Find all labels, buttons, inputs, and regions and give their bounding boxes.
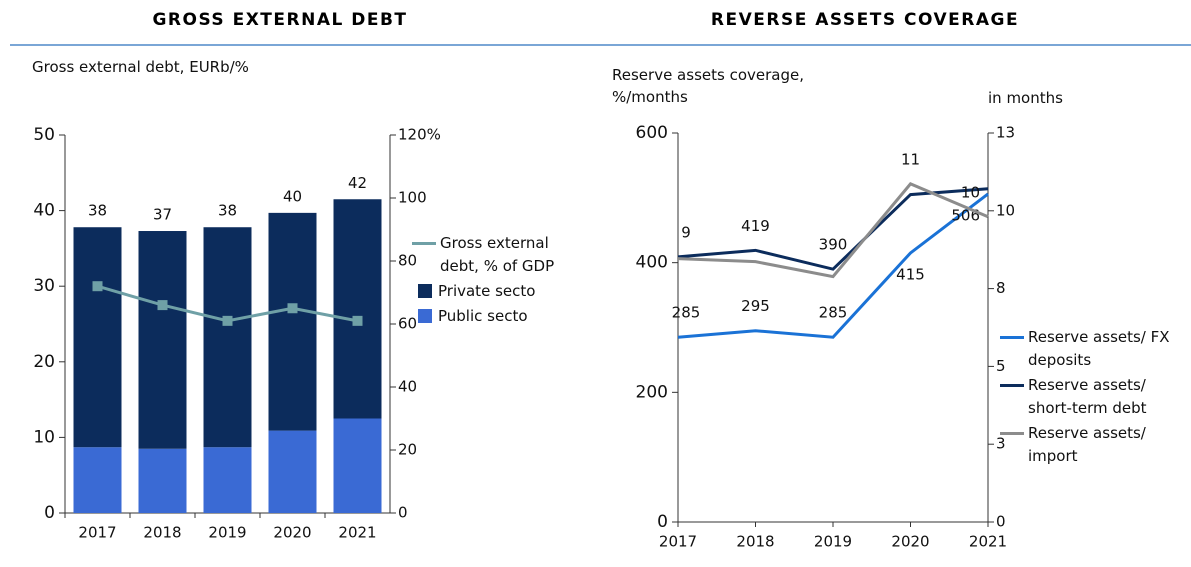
total-label: 37: [153, 206, 172, 224]
chart-title: GROSS EXTERNAL DEBT: [152, 10, 408, 30]
y-axis-label: Reserve assets coverage, %/months: [612, 66, 804, 106]
legend-label: Public secto: [438, 307, 528, 325]
bar: [203, 447, 252, 513]
bar: [73, 447, 122, 513]
y-tick-label: 400: [636, 253, 668, 273]
x-tick-label: 2020: [891, 533, 929, 551]
x-tick-label: 2017: [659, 533, 697, 551]
legend-label: Reserve assets/ short-term debt: [1028, 376, 1147, 417]
legend-item: Reserve assets/ short-term debt: [1000, 374, 1185, 420]
y2-tick-label: 5: [996, 357, 1006, 375]
legend-item: Gross external debt, % of GDP: [412, 232, 562, 278]
line: [677, 192, 989, 339]
data-label: 11: [901, 150, 920, 168]
y2-tick-label: 80: [398, 252, 417, 270]
total-label: 38: [88, 202, 107, 220]
line-marker: [287, 303, 298, 314]
x-tick-label: 2019: [208, 524, 246, 542]
legend-label: Reserve assets/ FX deposits: [1028, 328, 1170, 369]
data-label: 419: [741, 217, 770, 235]
bar: [203, 227, 252, 448]
total-label: 42: [348, 174, 367, 192]
y-tick-label: 600: [636, 123, 668, 143]
line-marker: [352, 315, 363, 326]
data-label: 295: [741, 297, 770, 315]
legend-label: Gross external debt, % of GDP: [440, 234, 555, 275]
line-marker: [157, 300, 168, 311]
x-tick-label: 2018: [736, 533, 774, 551]
legend-line-swatch: [1000, 432, 1024, 435]
y-tick-label: 30: [33, 276, 55, 296]
data-label: 415: [896, 265, 925, 283]
x-tick-label: 2019: [814, 533, 852, 551]
data-label: 285: [819, 304, 848, 322]
legend-swatch: [418, 309, 432, 323]
y2-tick-label: 13: [996, 124, 1015, 142]
y2-tick-label: 20: [398, 441, 417, 459]
legend-line-swatch: [1000, 384, 1024, 387]
bar: [138, 448, 187, 513]
y2-tick-label: 40: [398, 378, 417, 396]
y-tick-label: 40: [33, 201, 55, 221]
y-axis-label: Gross external debt, EURb/%: [32, 58, 249, 76]
x-tick-label: 2017: [78, 524, 116, 542]
data-label: 506: [951, 206, 980, 224]
line-marker: [92, 281, 103, 292]
y2-tick-label: 60: [398, 315, 417, 333]
legend: Reserve assets/ FX deposits Reserve asset…: [1000, 326, 1185, 470]
x-tick-label: 2018: [143, 524, 181, 542]
data-label: 10: [961, 183, 980, 201]
bar: [333, 418, 382, 513]
legend-item: Reserve assets/ FX deposits: [1000, 326, 1185, 372]
bar: [268, 430, 317, 513]
y-tick-label: 50: [33, 125, 55, 145]
x-tick-label: 2021: [338, 524, 376, 542]
total-label: 40: [283, 187, 302, 205]
legend-line-swatch: [412, 242, 436, 245]
legend-item: Private secto: [412, 280, 562, 303]
legend-item: Public secto: [412, 305, 562, 328]
y-tick-label: 0: [657, 512, 668, 532]
data-label: 285: [672, 304, 701, 322]
y2-tick-label: 3: [996, 435, 1006, 453]
y2-tick-label: 0: [996, 513, 1006, 531]
bar: [138, 231, 187, 449]
y2-tick-label: 100: [398, 189, 427, 207]
data-label: 9: [681, 223, 691, 241]
y-tick-label: 0: [44, 503, 55, 523]
line-marker: [222, 315, 233, 326]
legend-label: Reserve assets/ import: [1028, 424, 1146, 465]
data-label: 390: [819, 236, 848, 254]
y-tick-label: 10: [33, 427, 55, 447]
legend-item: Reserve assets/ import: [1000, 422, 1185, 468]
legend: Gross external debt, % of GDP Private sec…: [412, 232, 562, 330]
y-tick-label: 200: [636, 382, 668, 402]
x-tick-label: 2021: [969, 533, 1007, 551]
chart-title: REVERSE ASSETS COVERAGE: [710, 10, 1020, 30]
y2-tick-label: 8: [996, 279, 1006, 297]
y2-axis-label: in months: [988, 89, 1063, 107]
line: [677, 182, 989, 279]
line: [677, 187, 989, 271]
legend-line-swatch: [1000, 336, 1024, 339]
legend-label: Private secto: [438, 282, 536, 300]
bar: [333, 199, 382, 419]
y2-tick-label: 120%: [398, 126, 441, 144]
y2-tick-label: 10: [996, 201, 1015, 219]
bar: [73, 227, 122, 448]
total-label: 38: [218, 202, 237, 220]
bar: [268, 212, 317, 431]
legend-swatch: [418, 284, 432, 298]
y2-tick-label: 0: [398, 504, 408, 522]
x-tick-label: 2020: [273, 524, 311, 542]
y-tick-label: 20: [33, 352, 55, 372]
